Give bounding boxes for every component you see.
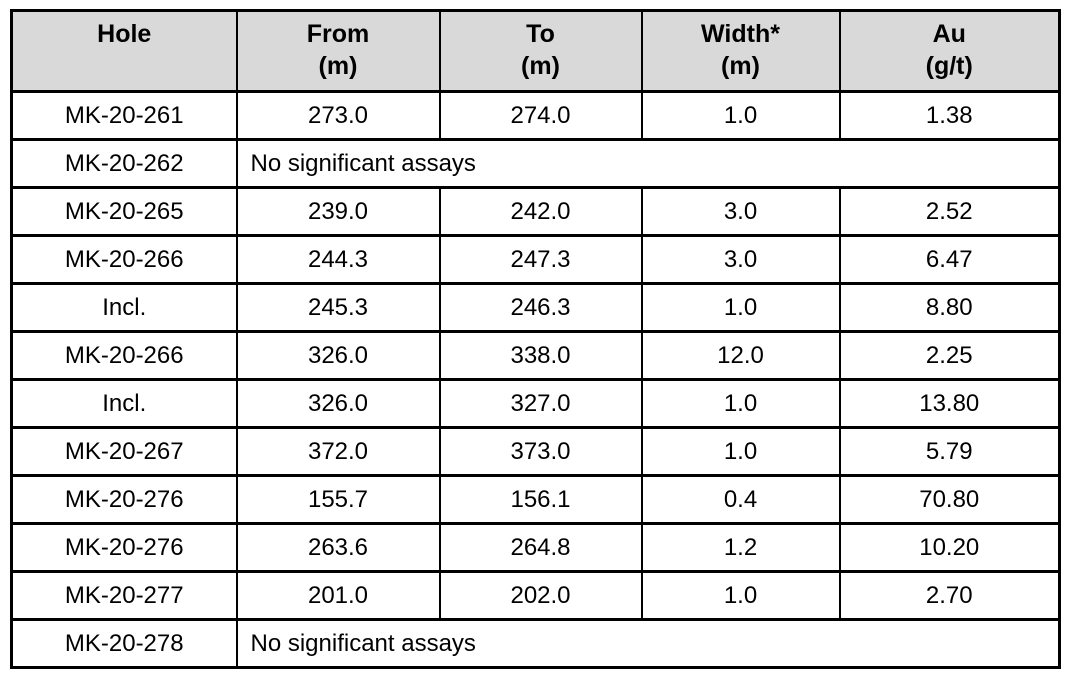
header-label: Width* (701, 20, 780, 48)
header-cell-width: Width* (m) (640, 9, 841, 93)
cell-width: 3.0 (640, 234, 841, 285)
header-cell-au: Au (g/t) (838, 9, 1061, 93)
cell-au: 2.52 (838, 186, 1061, 237)
cell-to: 338.0 (438, 330, 643, 381)
header-label: Hole (97, 20, 152, 48)
cell-to: 373.0 (438, 426, 643, 477)
cell-hole: MK-20-276 (10, 522, 238, 573)
cell-hole: MK-20-267 (10, 426, 238, 477)
cell-hole: MK-20-261 (10, 90, 238, 141)
cell-width: 1.0 (640, 282, 841, 333)
table-row: MK-20-265 239.0 242.0 3.0 2.52 (10, 186, 1061, 237)
header-unit: (g/t) (925, 52, 973, 80)
table-row: MK-20-276 263.6 264.8 1.2 10.20 (10, 522, 1061, 573)
cell-width: 1.2 (640, 522, 841, 573)
header-unit: (m) (721, 52, 760, 80)
cell-to: 247.3 (438, 234, 643, 285)
header-unit: (m) (521, 52, 560, 80)
cell-hole: MK-20-266 (10, 330, 238, 381)
cell-au: 6.47 (838, 234, 1061, 285)
header-cell-from: From (m) (235, 9, 441, 93)
cell-hole: Incl. (10, 282, 238, 333)
cell-from: 326.0 (235, 378, 441, 429)
cell-hole: Incl. (10, 378, 238, 429)
table-body: MK-20-261 273.0 274.0 1.0 1.38 MK-20-262… (10, 90, 1061, 669)
cell-from: 263.6 (235, 522, 441, 573)
cell-au: 70.80 (838, 474, 1061, 525)
header-unit: (m) (318, 52, 358, 80)
table-row: Incl. 326.0 327.0 1.0 13.80 (10, 378, 1061, 429)
cell-from: 201.0 (235, 570, 441, 621)
cell-to: 274.0 (438, 90, 643, 141)
cell-width: 3.0 (640, 186, 841, 237)
cell-from: 326.0 (235, 330, 441, 381)
cell-note: No significant assays (235, 618, 1061, 669)
cell-from: 273.0 (235, 90, 441, 141)
cell-hole: MK-20-278 (10, 618, 238, 669)
cell-to: 202.0 (438, 570, 643, 621)
table-row: Incl. 245.3 246.3 1.0 8.80 (10, 282, 1061, 333)
header-label: To (526, 20, 555, 48)
cell-hole: MK-20-276 (10, 474, 238, 525)
cell-au: 13.80 (838, 378, 1061, 429)
cell-to: 156.1 (438, 474, 643, 525)
cell-from: 244.3 (235, 234, 441, 285)
cell-from: 372.0 (235, 426, 441, 477)
cell-width: 1.0 (640, 90, 841, 141)
cell-note: No significant assays (235, 138, 1061, 189)
cell-hole: MK-20-265 (10, 186, 238, 237)
table-row: MK-20-276 155.7 156.1 0.4 70.80 (10, 474, 1061, 525)
cell-from: 245.3 (235, 282, 441, 333)
header-label: Au (932, 20, 966, 48)
cell-to: 246.3 (438, 282, 643, 333)
cell-to: 242.0 (438, 186, 643, 237)
cell-from: 155.7 (235, 474, 441, 525)
cell-hole: MK-20-266 (10, 234, 238, 285)
table-row: MK-20-266 244.3 247.3 3.0 6.47 (10, 234, 1061, 285)
cell-to: 327.0 (438, 378, 643, 429)
cell-width: 1.0 (640, 378, 841, 429)
cell-au: 2.25 (838, 330, 1061, 381)
cell-width: 0.4 (640, 474, 841, 525)
cell-from: 239.0 (235, 186, 441, 237)
table-row: MK-20-267 372.0 373.0 1.0 5.79 (10, 426, 1061, 477)
cell-au: 5.79 (838, 426, 1061, 477)
cell-width: 1.0 (640, 570, 841, 621)
table-row: MK-20-277 201.0 202.0 1.0 2.70 (10, 570, 1061, 621)
cell-width: 1.0 (640, 426, 841, 477)
cell-to: 264.8 (438, 522, 643, 573)
cell-au: 8.80 (838, 282, 1061, 333)
table-header: Hole From (m) To (m) Width* (m) Au (g (10, 9, 1061, 93)
header-unit (14, 50, 235, 82)
cell-width: 12.0 (640, 330, 841, 381)
table-row: MK-20-266 326.0 338.0 12.0 2.25 (10, 330, 1061, 381)
cell-au: 10.20 (838, 522, 1061, 573)
assay-results-table: Hole From (m) To (m) Width* (m) Au (g (10, 9, 1061, 669)
table-row: MK-20-261 273.0 274.0 1.0 1.38 (10, 90, 1061, 141)
cell-au: 2.70 (838, 570, 1061, 621)
cell-hole: MK-20-277 (10, 570, 238, 621)
cell-hole: MK-20-262 (10, 138, 238, 189)
table-row: MK-20-278 No significant assays (10, 618, 1061, 669)
header-label: From (306, 20, 370, 48)
header-row: Hole From (m) To (m) Width* (m) Au (g (10, 9, 1061, 93)
table-row: MK-20-262 No significant assays (10, 138, 1061, 189)
header-cell-to: To (m) (438, 9, 643, 93)
cell-au: 1.38 (838, 90, 1061, 141)
header-cell-hole: Hole (10, 9, 238, 93)
